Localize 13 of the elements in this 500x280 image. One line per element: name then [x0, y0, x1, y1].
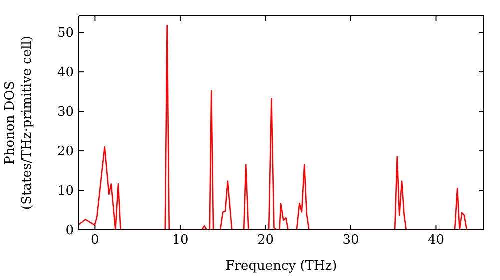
y-tick-label: 20	[57, 144, 74, 160]
y-tick-label: 0	[66, 224, 74, 239]
x-tick-label: 10	[172, 233, 189, 248]
y-axis-title: Phonon DOS (States/THz·primitive cell)	[3, 36, 35, 210]
y-tick-label: 50	[57, 26, 74, 42]
y-tick-label: 40	[57, 66, 74, 81]
x-axis-title: Frequency (THz)	[226, 259, 338, 274]
y-tick-label: 30	[57, 105, 74, 120]
x-tick-label: 0	[91, 233, 100, 248]
x-tick-label: 40	[428, 233, 445, 248]
x-tick-label: 20	[257, 233, 274, 248]
y-tick-label: 10	[57, 184, 74, 200]
x-tick-label: 30	[342, 233, 360, 248]
